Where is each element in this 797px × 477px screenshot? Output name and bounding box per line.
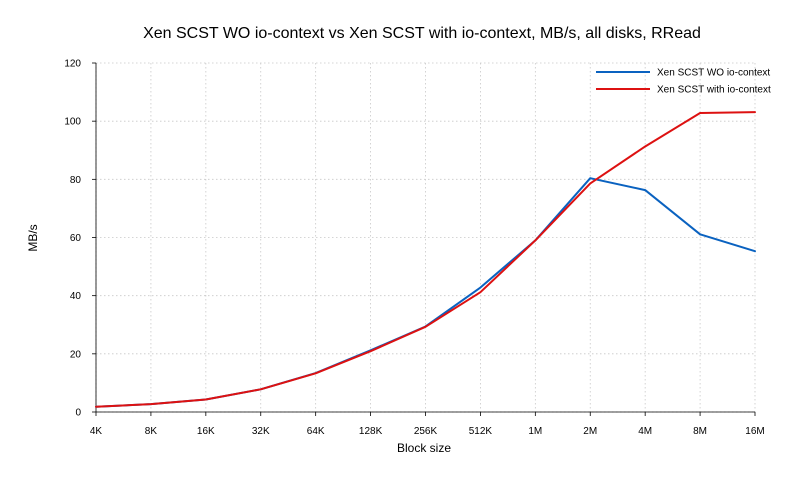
- x-tick-label: 8K: [145, 426, 158, 437]
- legend-label-1: Xen SCST WO io-context: [657, 68, 770, 79]
- chart-title: Xen SCST WO io-context vs Xen SCST with …: [143, 25, 701, 42]
- y-tick-label: 40: [70, 291, 82, 302]
- series-lines: [95, 111, 756, 408]
- x-tick-label: 1M: [528, 426, 542, 437]
- y-tick-label: 120: [64, 59, 81, 70]
- x-axis-label: Block size: [397, 441, 451, 455]
- y-tick-label: 80: [70, 175, 82, 186]
- axes: 0 20 40 60 80 100 120 4K 8K 16K 32K 64K 128K 256K 512K…: [64, 59, 764, 438]
- series-line-2: [95, 111, 756, 408]
- legend-label-2: Xen SCST with io-context: [657, 85, 771, 96]
- x-tick-label: 16K: [197, 426, 215, 437]
- y-tick-label: 0: [75, 408, 81, 419]
- y-tick-label: 20: [70, 349, 82, 360]
- x-tick-label: 2M: [583, 426, 597, 437]
- x-tick-label: 4M: [638, 426, 652, 437]
- y-tick-label: 60: [70, 233, 82, 244]
- y-axis-label: MB/s: [26, 224, 40, 251]
- x-tick-label: 8M: [693, 426, 707, 437]
- y-tick-label: 100: [64, 117, 81, 128]
- x-tick-label: 16M: [745, 426, 764, 437]
- x-tick-label: 4K: [90, 426, 103, 437]
- x-tick-label: 64K: [307, 426, 325, 437]
- legend: Xen SCST WO io-context Xen SCST with io-c…: [596, 68, 771, 96]
- x-tick-label: 128K: [359, 426, 383, 437]
- x-tick-label: 32K: [252, 426, 270, 437]
- x-tick-label: 512K: [469, 426, 493, 437]
- x-tick-label: 256K: [414, 426, 438, 437]
